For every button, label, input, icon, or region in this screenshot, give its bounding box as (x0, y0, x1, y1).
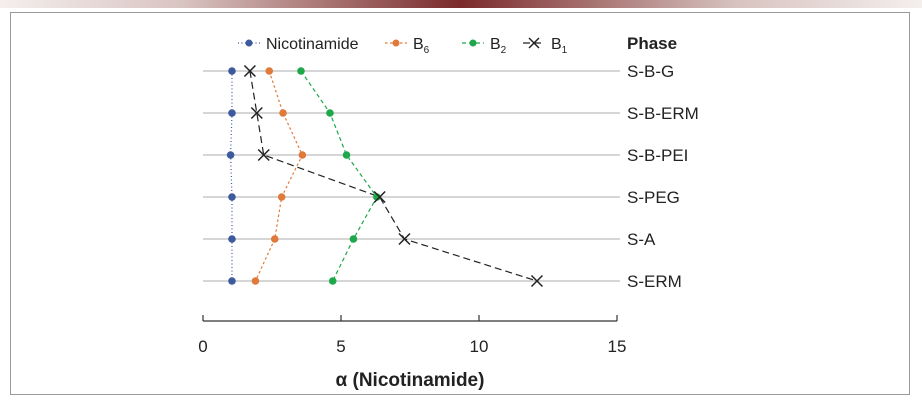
category-label-s-b-pei: S-B-PEI (627, 146, 688, 165)
legend-item-b-6: B6 (385, 36, 430, 56)
point-b-1-s-a (398, 232, 411, 246)
point-nicotinamide-s-a (228, 235, 236, 243)
category-label-s-erm: S-ERM (627, 272, 682, 291)
legend-item-b-1: B1 (523, 36, 568, 56)
point-b-2-s-b-pei (342, 151, 351, 159)
series-marks (226, 64, 543, 288)
point-b-1-s-b-g (243, 64, 256, 78)
point-b-1-s-b-erm (250, 106, 263, 120)
point-b-1-s-b-pei (257, 148, 270, 162)
point-b-6-s-a (270, 235, 279, 243)
legend-marker (469, 39, 477, 47)
legend-item-b-2: B2 (462, 36, 507, 56)
point-b-6-s-b-g (265, 67, 274, 75)
x-axis: 0 5 10 15 (198, 315, 626, 356)
series-line-b-6 (254, 70, 304, 282)
legend-marker (392, 39, 400, 47)
point-b-1-s-erm (530, 274, 543, 288)
category-label-s-b-g: S-B-G (627, 62, 674, 81)
series-line-b-1 (249, 70, 538, 282)
point-b-2-s-b-erm (326, 109, 334, 117)
point-b-2-s-a (349, 235, 358, 243)
chart-frame (10, 12, 910, 395)
point-nicotinamide-s-b-g (228, 67, 236, 75)
point-b-6-s-b-erm (279, 109, 287, 117)
x-tick-label-10: 10 (470, 337, 489, 356)
top-accent-bar (0, 0, 922, 8)
legend-label: B1 (551, 36, 568, 56)
point-nicotinamide-s-erm (228, 277, 236, 285)
gridlines (203, 70, 620, 282)
series-line-b-2 (300, 70, 378, 282)
point-nicotinamide-s-b-erm (228, 109, 236, 117)
point-b-1-s-peg (373, 190, 386, 204)
legend-label: Nicotinamide (266, 36, 359, 53)
category-label-s-a: S-A (627, 230, 656, 249)
x-tick-label-0: 0 (198, 337, 207, 356)
point-b-2-s-b-g (297, 67, 305, 75)
point-nicotinamide-s-b-pei (226, 151, 235, 159)
legend-label: B6 (413, 36, 430, 56)
point-b-6-s-peg (277, 193, 286, 201)
point-nicotinamide-s-peg (228, 193, 236, 201)
series-lines (229, 70, 538, 282)
legend: Nicotinamide B6 B2 B1 (238, 36, 568, 56)
category-label-s-peg: S-PEG (627, 188, 680, 207)
series-line-nicotinamide (229, 71, 233, 281)
point-b-6-s-b-pei (298, 151, 307, 159)
phase-header: Phase (627, 34, 677, 53)
x-tick-label-5: 5 (336, 337, 345, 356)
x-tick-label-15: 15 (608, 337, 627, 356)
legend-label: B2 (490, 36, 507, 56)
category-labels: S-B-G S-B-ERM S-B-PEI S-PEG S-A S-ERM (627, 62, 699, 291)
legend-marker (528, 37, 540, 49)
legend-item-nicotinamide: Nicotinamide (238, 36, 359, 53)
x-axis-label: α (Nicotinamide) (336, 370, 485, 391)
category-label-s-b-erm: S-B-ERM (627, 104, 699, 123)
point-b-6-s-erm (251, 277, 260, 285)
point-b-2-s-erm (328, 277, 337, 285)
legend-marker (245, 39, 253, 47)
